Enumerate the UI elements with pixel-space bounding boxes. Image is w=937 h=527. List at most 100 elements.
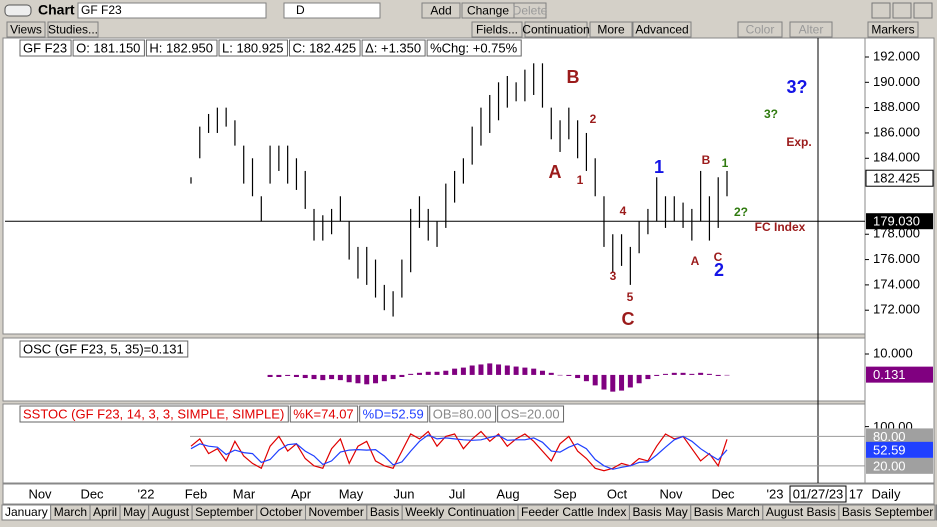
osc-bar <box>671 372 677 375</box>
period-label[interactable]: Daily <box>872 486 901 501</box>
header-box <box>361 39 426 57</box>
button[interactable] <box>6 21 46 38</box>
button-label[interactable]: More <box>597 23 625 37</box>
tab-label[interactable]: May <box>123 505 146 519</box>
button-label[interactable]: Add <box>430 4 451 18</box>
tab[interactable] <box>838 504 936 521</box>
header-field: C: 182.425 <box>292 40 356 55</box>
y-tick-label: 10.000 <box>873 345 913 360</box>
wave-label: A <box>691 254 700 268</box>
interval-text[interactable]: D <box>296 3 305 17</box>
osc-bar <box>355 374 361 384</box>
button[interactable] <box>513 2 547 19</box>
y-tick-label: 184.000 <box>873 150 920 165</box>
wave-label: 1 <box>654 157 664 177</box>
minimize-button[interactable] <box>871 2 891 19</box>
close-button[interactable] <box>913 2 933 19</box>
date-label: Aug <box>496 486 519 501</box>
window-buttons[interactable] <box>871 2 933 19</box>
button[interactable] <box>737 21 783 38</box>
osc-bar <box>320 374 326 381</box>
osc-bar <box>636 374 642 384</box>
header-box <box>497 405 565 423</box>
stoch-header-field: OS=20.00 <box>501 406 560 421</box>
osc-bar <box>504 365 510 375</box>
tab-label[interactable]: October <box>260 505 303 519</box>
osc-bar <box>460 367 466 375</box>
osc-bar <box>724 374 730 376</box>
tab-label[interactable]: August Basis <box>766 505 836 519</box>
button-label[interactable]: Color <box>746 23 775 37</box>
button[interactable] <box>867 21 919 38</box>
symbol-input[interactable] <box>77 2 267 19</box>
button[interactable] <box>632 21 692 38</box>
tab-label[interactable]: Basis March <box>694 505 760 519</box>
button-label[interactable]: Alter <box>799 23 824 37</box>
symbol-text[interactable]: GF F23 <box>81 3 122 17</box>
osc-bar <box>443 370 449 375</box>
button-label[interactable]: Fields... <box>476 23 518 37</box>
osc-bar <box>329 374 335 380</box>
button[interactable] <box>47 21 99 38</box>
button-label[interactable]: Change <box>467 4 509 18</box>
tab-label[interactable]: April <box>93 505 117 519</box>
date-label: Sep <box>553 486 576 501</box>
osc-bar <box>487 363 493 375</box>
header-box <box>19 340 189 358</box>
maximize-button[interactable] <box>892 2 912 19</box>
stoch-last-label: 52.59 <box>873 442 906 457</box>
tab-label[interactable]: November <box>308 505 363 519</box>
osc-last-label: 0.131 <box>873 367 906 382</box>
date-label: Jun <box>394 486 415 501</box>
osc-last-box <box>866 366 933 383</box>
button[interactable] <box>421 2 461 19</box>
date-label: Dec <box>80 486 104 501</box>
tab-label[interactable]: Weekly Continuation <box>405 505 515 519</box>
tab-label[interactable]: Basis September <box>842 505 933 519</box>
wave-label: 3 <box>610 269 617 283</box>
tab-label[interactable]: September <box>195 505 254 519</box>
header-box <box>288 39 361 57</box>
osc-bar <box>469 365 475 375</box>
button-label[interactable]: Markers <box>871 23 914 37</box>
wave-label: 1 <box>577 173 584 187</box>
tab-label[interactable]: Feeder Cattle Index <box>521 505 626 519</box>
tab-label[interactable]: Basis May <box>632 505 687 519</box>
date-label: May <box>339 486 364 501</box>
button[interactable] <box>589 21 633 38</box>
stoch-header-field: %D=52.59 <box>363 406 424 421</box>
button[interactable] <box>471 21 523 38</box>
wave-label: 3? <box>764 107 778 121</box>
date-label: Feb <box>185 486 207 501</box>
wave-label: C <box>622 309 635 329</box>
interval-input[interactable] <box>283 2 381 19</box>
tab-label[interactable]: Basis <box>370 505 399 519</box>
header-box <box>145 39 218 57</box>
tab-label[interactable]: January <box>5 505 48 519</box>
button[interactable] <box>789 21 833 38</box>
osc-bar <box>539 370 545 375</box>
button-label[interactable]: Continuation <box>522 23 589 37</box>
y-tick-label: 176.000 <box>873 251 920 266</box>
wave-label: 2 <box>590 112 597 126</box>
osc-bar <box>619 374 625 391</box>
osc-bar <box>689 373 695 375</box>
tab-label[interactable]: August <box>152 505 190 519</box>
wave-label: A <box>549 162 562 182</box>
osc-bar <box>601 374 607 390</box>
tab-label[interactable]: March <box>54 505 87 519</box>
date-axis <box>2 483 935 505</box>
osc-bar <box>592 374 598 386</box>
osc-bar <box>680 372 686 375</box>
button-label[interactable]: Studies... <box>48 23 98 37</box>
button[interactable] <box>524 21 588 38</box>
button-label[interactable]: Delete <box>513 4 548 18</box>
osc-bar <box>390 374 396 380</box>
wave-label: B <box>567 67 580 87</box>
wave-label: 2 <box>714 260 724 280</box>
osc-bar <box>408 373 414 375</box>
button-label[interactable]: Views <box>10 23 42 37</box>
button-label[interactable]: Advanced <box>635 23 688 37</box>
osc-bar <box>496 364 502 375</box>
header-field: H: 182.950 <box>149 40 213 55</box>
